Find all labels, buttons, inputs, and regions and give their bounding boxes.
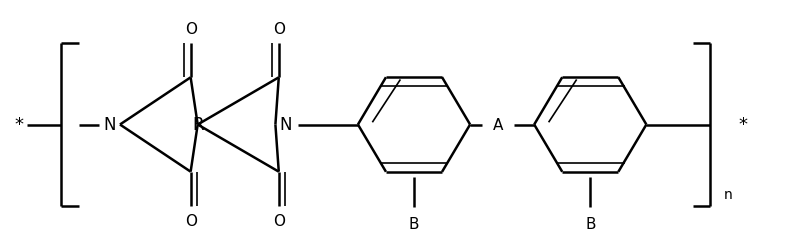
Text: *: * (737, 116, 746, 134)
Text: O: O (185, 213, 197, 228)
Text: O: O (185, 22, 197, 37)
Text: O: O (272, 213, 284, 228)
Text: A: A (492, 118, 503, 132)
Text: *: * (14, 116, 23, 134)
Text: O: O (272, 22, 284, 37)
Text: R: R (192, 116, 203, 134)
Text: B: B (585, 216, 595, 232)
Text: n: n (723, 187, 732, 201)
Text: N: N (279, 116, 291, 134)
Text: B: B (408, 216, 418, 232)
Text: N: N (103, 116, 116, 134)
